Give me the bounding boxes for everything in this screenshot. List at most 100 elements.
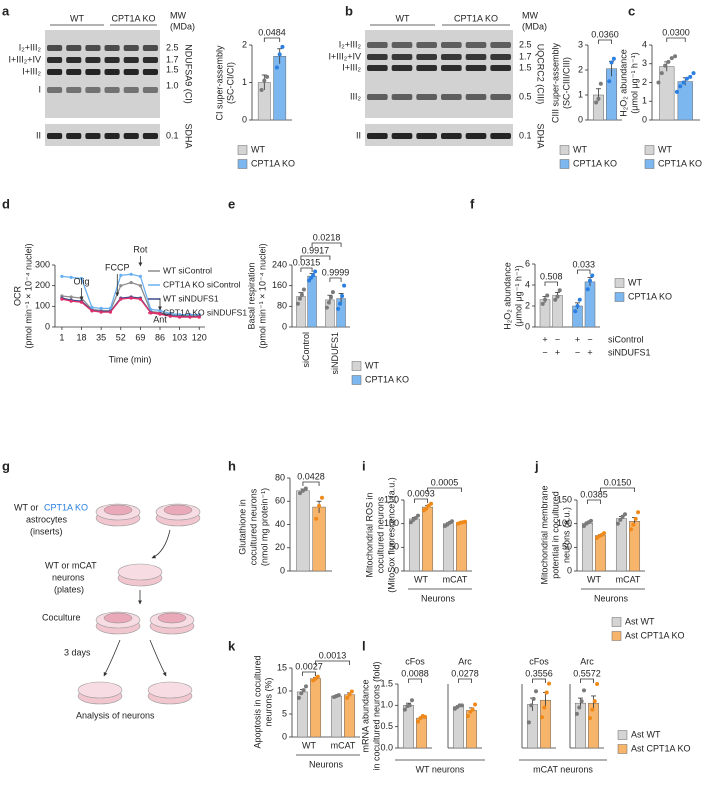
data-point [588,278,592,283]
mw-title: (MDa) [170,21,195,31]
panel-label: f [470,196,475,211]
band [47,45,63,51]
y-axis-label: H₂O₂ abundance [618,49,628,117]
data-point [684,76,689,81]
significance-bracket [302,481,320,486]
blot [365,124,513,146]
p-value: 0.0027 [295,661,323,671]
band [85,133,101,139]
chart-title: cFos [405,656,425,666]
bar [526,704,538,749]
y-tick-label: 3 [642,58,647,68]
significance-bracket [666,37,686,42]
band [465,42,487,48]
y-axis-label: Apoptosis in cocultured [252,655,262,748]
band [66,57,82,63]
y-tick-label: 0 [525,321,530,331]
y-tick-label: 20 [275,542,285,552]
data-point [615,521,620,526]
band [391,94,413,100]
blot-header: WT [70,13,84,23]
data-point [588,518,593,523]
p-value: 0.0013 [319,650,347,660]
y-tick-label: 300 [35,259,50,269]
y-tick-label: 60 [275,496,285,506]
band [416,42,437,48]
diagram-text: Analysis of neurons [76,710,155,720]
data-point [636,510,641,515]
y-axis-label: neurons (a.u.) [561,507,571,563]
x-tick-label: siNDUFS1 [330,332,340,375]
legend-label: CPT1A KO [628,291,672,301]
y-tick-label: 4 [525,279,530,289]
significance-bracket [532,678,546,683]
band [85,87,101,93]
significance-bracket [427,487,462,492]
annotation: Ant [153,314,167,324]
data-point [149,307,153,312]
data-point [69,295,73,299]
sign: − [555,334,560,344]
data-point [299,691,304,696]
data-point [633,516,638,521]
legend-swatch [611,617,622,627]
data-point [574,711,579,716]
data-point [416,719,421,724]
y-tick-label: 0 [642,114,647,124]
data-point [324,305,329,310]
mw-label: 1.5 [166,64,179,74]
data-point [303,684,308,689]
data-point [691,71,696,76]
band [104,87,120,93]
y-tick-label: 10 [277,685,287,695]
y-tick-label: 100 [35,301,50,311]
data-point [328,295,333,300]
x-tick-label: mCAT [616,574,641,584]
data-point [577,297,582,302]
p-value: 0.0300 [662,27,690,37]
data-point [338,301,343,306]
legend-label: CPT1A KO [365,374,409,384]
legend-label: Ast CPT1A KO [631,743,691,753]
band [441,133,462,139]
sign: − [575,347,580,357]
panel-label: k [228,638,236,653]
band-label: I+III₂+IV [8,54,41,64]
y-tick-label: 160 [272,280,287,290]
band [490,54,511,60]
data-point [138,297,142,301]
sign-row-label: siControl [608,334,644,344]
band [47,57,63,63]
data-point [345,695,350,700]
data-point [659,71,664,76]
band [142,45,158,51]
data-point [542,705,547,710]
data-point [533,689,538,694]
band [391,65,413,71]
legend-swatch [237,159,248,169]
y-axis-label: Mitochondrial ROS in [364,492,374,577]
band [47,69,63,75]
mw-title: MW [522,10,538,20]
data-point [303,486,308,491]
mw-label: 0.1 [519,130,532,140]
band [391,133,413,139]
diagram-text: 3 days [64,647,91,657]
y-tick-label: 3 [578,39,583,49]
legend-swatch [351,361,362,371]
p-value: 0.0150 [604,477,632,487]
significance-bracket [577,269,591,274]
data-point [119,273,123,277]
data-point [673,54,678,59]
data-point [463,519,468,524]
band [104,69,120,75]
data-point [119,297,123,301]
bar [312,506,326,572]
band-label: I₂+III₂ [339,39,362,49]
y-axis-label: (μmol μg⁻¹ h⁻¹) [513,265,523,326]
data-point [265,74,270,79]
legend-label: WT [365,360,379,370]
p-value: 0.033 [572,259,595,269]
data-point [590,273,595,278]
band-label: I+III₂ [22,66,41,76]
